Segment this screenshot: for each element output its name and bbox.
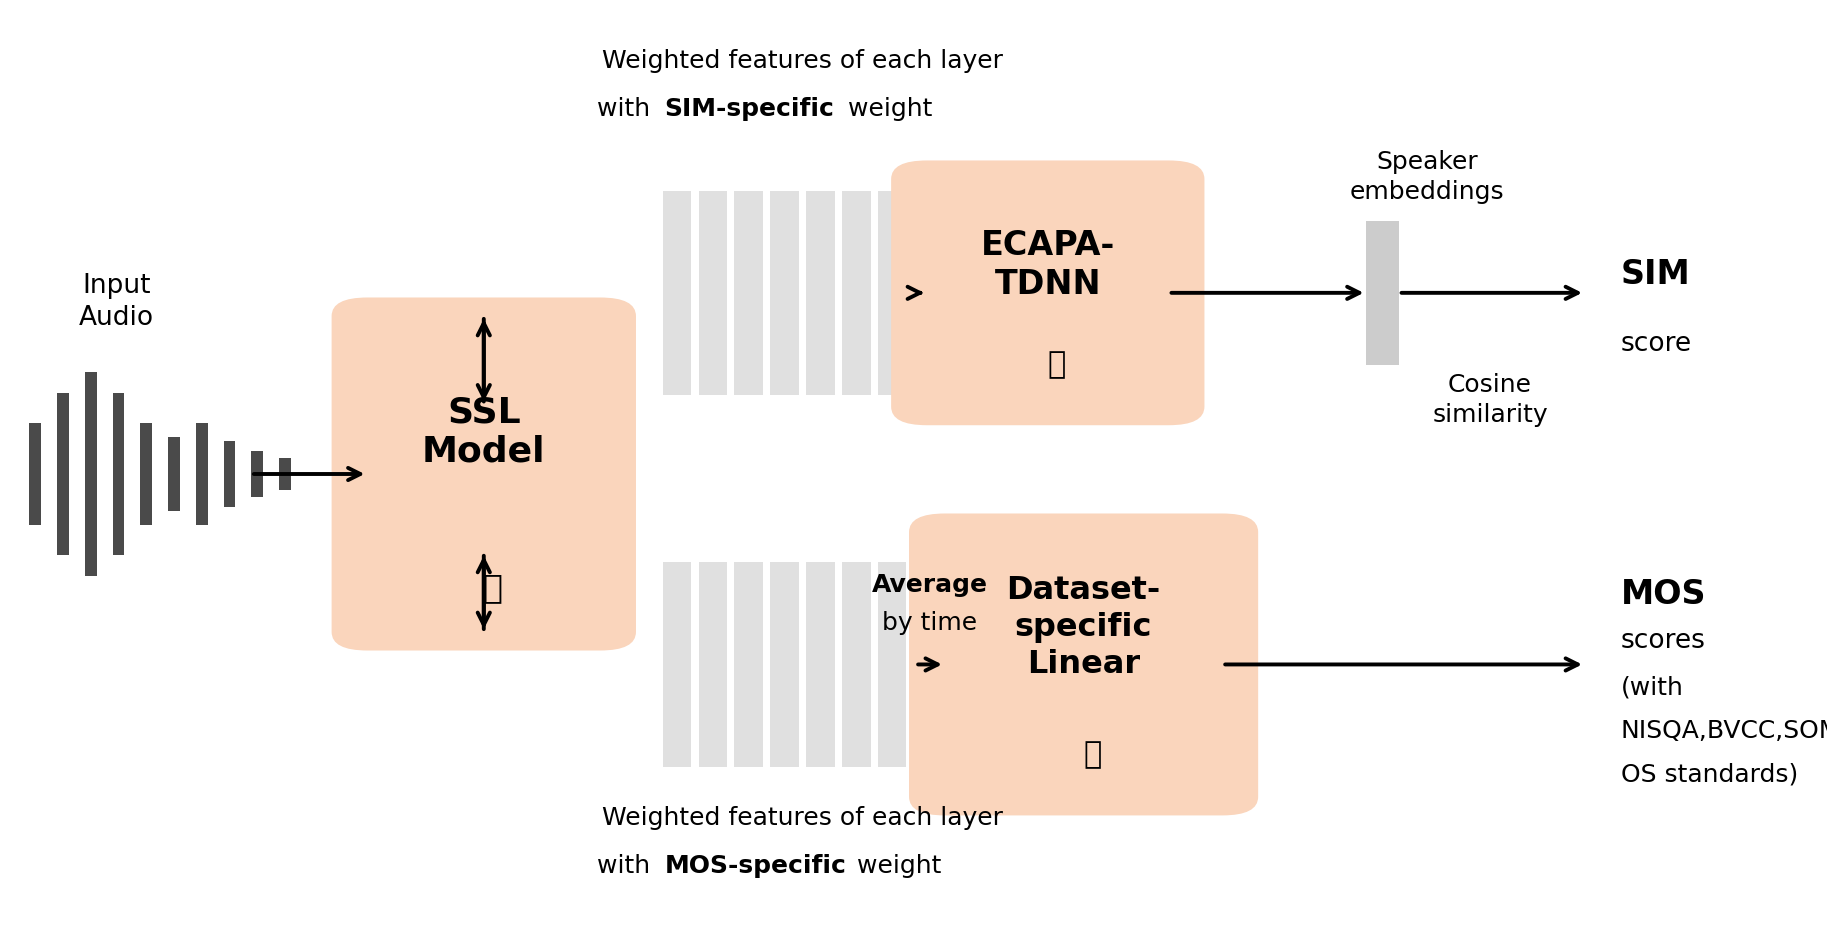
Text: by time: by time: [882, 611, 977, 634]
Text: with: with: [597, 97, 658, 121]
Text: Speaker
embeddings: Speaker embeddings: [1350, 150, 1505, 204]
Bar: [842, 191, 870, 395]
Bar: [168, 437, 179, 511]
Bar: [663, 191, 691, 395]
Bar: [223, 442, 236, 506]
Text: SSL
Model: SSL Model: [422, 395, 546, 469]
Bar: [141, 423, 152, 525]
Bar: [806, 562, 835, 767]
Bar: [57, 392, 69, 556]
Bar: [252, 451, 263, 497]
Bar: [877, 562, 906, 767]
Bar: [734, 191, 764, 395]
Text: ECAPA-
TDNN: ECAPA- TDNN: [981, 229, 1114, 301]
Bar: [86, 372, 97, 576]
Text: (with: (with: [1621, 676, 1684, 700]
Bar: [113, 392, 124, 556]
Bar: [698, 191, 727, 395]
Text: Input
Audio: Input Audio: [79, 273, 153, 331]
Bar: [771, 562, 798, 767]
Text: with: with: [597, 854, 658, 878]
Bar: [2, 448, 13, 500]
Bar: [734, 562, 764, 767]
Text: Average: Average: [871, 574, 988, 597]
Bar: [698, 562, 727, 767]
Text: MOS-specific: MOS-specific: [665, 854, 846, 878]
Text: OS standards): OS standards): [1621, 762, 1798, 786]
Bar: [842, 562, 870, 767]
Bar: [806, 191, 835, 395]
Text: weight: weight: [840, 97, 932, 121]
Text: 🔥: 🔥: [1083, 740, 1102, 770]
FancyBboxPatch shape: [910, 514, 1259, 815]
Text: weight: weight: [850, 854, 941, 878]
Text: Weighted features of each layer: Weighted features of each layer: [601, 48, 1003, 73]
Text: SIM: SIM: [1621, 258, 1690, 291]
Text: Cosine
similarity: Cosine similarity: [1432, 373, 1547, 427]
Text: 🔥: 🔥: [482, 571, 502, 604]
Bar: [29, 423, 40, 525]
Text: 🔥: 🔥: [1047, 351, 1065, 379]
Bar: [280, 458, 290, 490]
Text: Dataset-
specific
Linear: Dataset- specific Linear: [1007, 574, 1160, 680]
Bar: [195, 423, 208, 525]
Bar: [1367, 221, 1399, 365]
Text: MOS: MOS: [1621, 578, 1706, 611]
Bar: [877, 191, 906, 395]
Bar: [771, 191, 798, 395]
Bar: [663, 562, 691, 767]
Text: scores: scores: [1621, 629, 1706, 654]
Text: Weighted features of each layer: Weighted features of each layer: [601, 806, 1003, 830]
Text: score: score: [1621, 331, 1692, 357]
FancyBboxPatch shape: [892, 160, 1204, 426]
FancyBboxPatch shape: [333, 298, 636, 650]
Text: SIM-specific: SIM-specific: [665, 97, 835, 121]
Text: NISQA,BVCC,SOM: NISQA,BVCC,SOM: [1621, 720, 1827, 743]
